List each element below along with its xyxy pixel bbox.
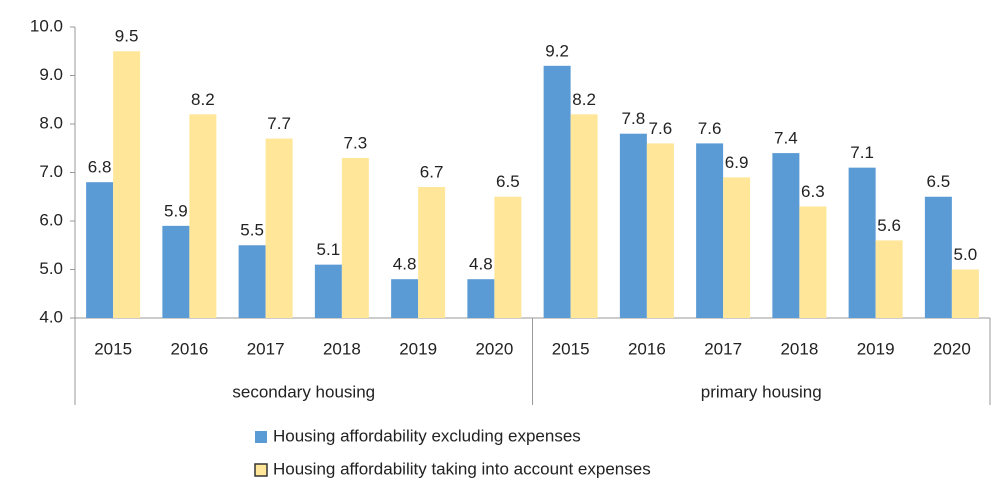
- value-label: 6.5: [496, 172, 520, 191]
- value-label: 7.8: [622, 109, 646, 128]
- bar: [799, 206, 827, 318]
- x-tick-label: 2019: [399, 339, 437, 358]
- y-tick-label: 9.0: [39, 65, 63, 84]
- bar: [848, 167, 876, 318]
- value-label: 6.7: [420, 163, 444, 182]
- bar: [646, 143, 674, 318]
- legend-label: Housing affordability taking into accoun…: [273, 459, 651, 478]
- bar: [189, 114, 217, 318]
- bar: [875, 240, 903, 318]
- x-tick-label: 2017: [247, 339, 285, 358]
- value-label: 7.4: [774, 129, 798, 148]
- value-label: 6.5: [927, 172, 951, 191]
- x-tick-label: 2015: [552, 339, 590, 358]
- value-label: 5.5: [240, 221, 264, 240]
- x-tick-label: 2016: [170, 339, 208, 358]
- value-label: 5.9: [164, 201, 188, 220]
- bar: [951, 269, 979, 318]
- bar: [113, 51, 141, 318]
- group-label: secondary housing: [232, 382, 375, 401]
- x-tick-label: 2015: [94, 339, 132, 358]
- value-label: 6.8: [88, 158, 112, 177]
- legend-label: Housing affordability excluding expenses: [273, 426, 581, 445]
- bar: [619, 133, 647, 318]
- value-label: 8.2: [572, 90, 596, 109]
- bar: [924, 196, 952, 318]
- value-label: 5.1: [317, 240, 341, 259]
- x-tick-label: 2016: [628, 339, 666, 358]
- bar: [696, 143, 724, 318]
- bar: [543, 65, 571, 318]
- legend-swatch: [255, 431, 267, 443]
- x-tick-label: 2018: [323, 339, 361, 358]
- value-label: 6.9: [725, 153, 749, 172]
- y-tick-label: 8.0: [39, 113, 63, 132]
- value-label: 7.6: [698, 119, 722, 138]
- legend-swatch: [254, 463, 268, 477]
- value-label: 7.7: [267, 114, 291, 133]
- x-tick-label: 2020: [933, 339, 971, 358]
- value-label: 7.6: [649, 119, 673, 138]
- value-label: 7.1: [850, 143, 874, 162]
- value-label: 9.5: [115, 27, 139, 46]
- value-label: 4.8: [469, 255, 493, 274]
- value-label: 7.3: [344, 133, 368, 152]
- y-tick-label: 7.0: [39, 162, 63, 181]
- bar: [86, 182, 114, 318]
- x-tick-label: 2020: [475, 339, 513, 358]
- value-label: 8.2: [191, 90, 215, 109]
- bar: [467, 279, 495, 318]
- bar: [341, 157, 369, 318]
- bar: [314, 264, 342, 318]
- bar: [238, 245, 266, 318]
- bar: [772, 153, 800, 318]
- x-tick-label: 2018: [780, 339, 818, 358]
- bar: [265, 138, 293, 318]
- group-label: primary housing: [701, 382, 822, 401]
- bar: [494, 196, 522, 318]
- y-tick-label: 4.0: [39, 307, 63, 326]
- bar: [162, 225, 190, 318]
- value-label: 4.8: [393, 255, 417, 274]
- value-label: 5.6: [877, 216, 901, 235]
- bar: [723, 177, 751, 318]
- y-tick-label: 5.0: [39, 259, 63, 278]
- x-tick-label: 2017: [704, 339, 742, 358]
- value-label: 5.0: [954, 245, 978, 264]
- value-label: 9.2: [545, 41, 569, 60]
- bar: [570, 114, 598, 318]
- bar: [418, 187, 446, 318]
- x-tick-label: 2019: [857, 339, 895, 358]
- value-label: 6.3: [801, 182, 825, 201]
- y-tick-label: 6.0: [39, 210, 63, 229]
- y-tick-label: 10.0: [30, 16, 63, 35]
- bar: [391, 279, 419, 318]
